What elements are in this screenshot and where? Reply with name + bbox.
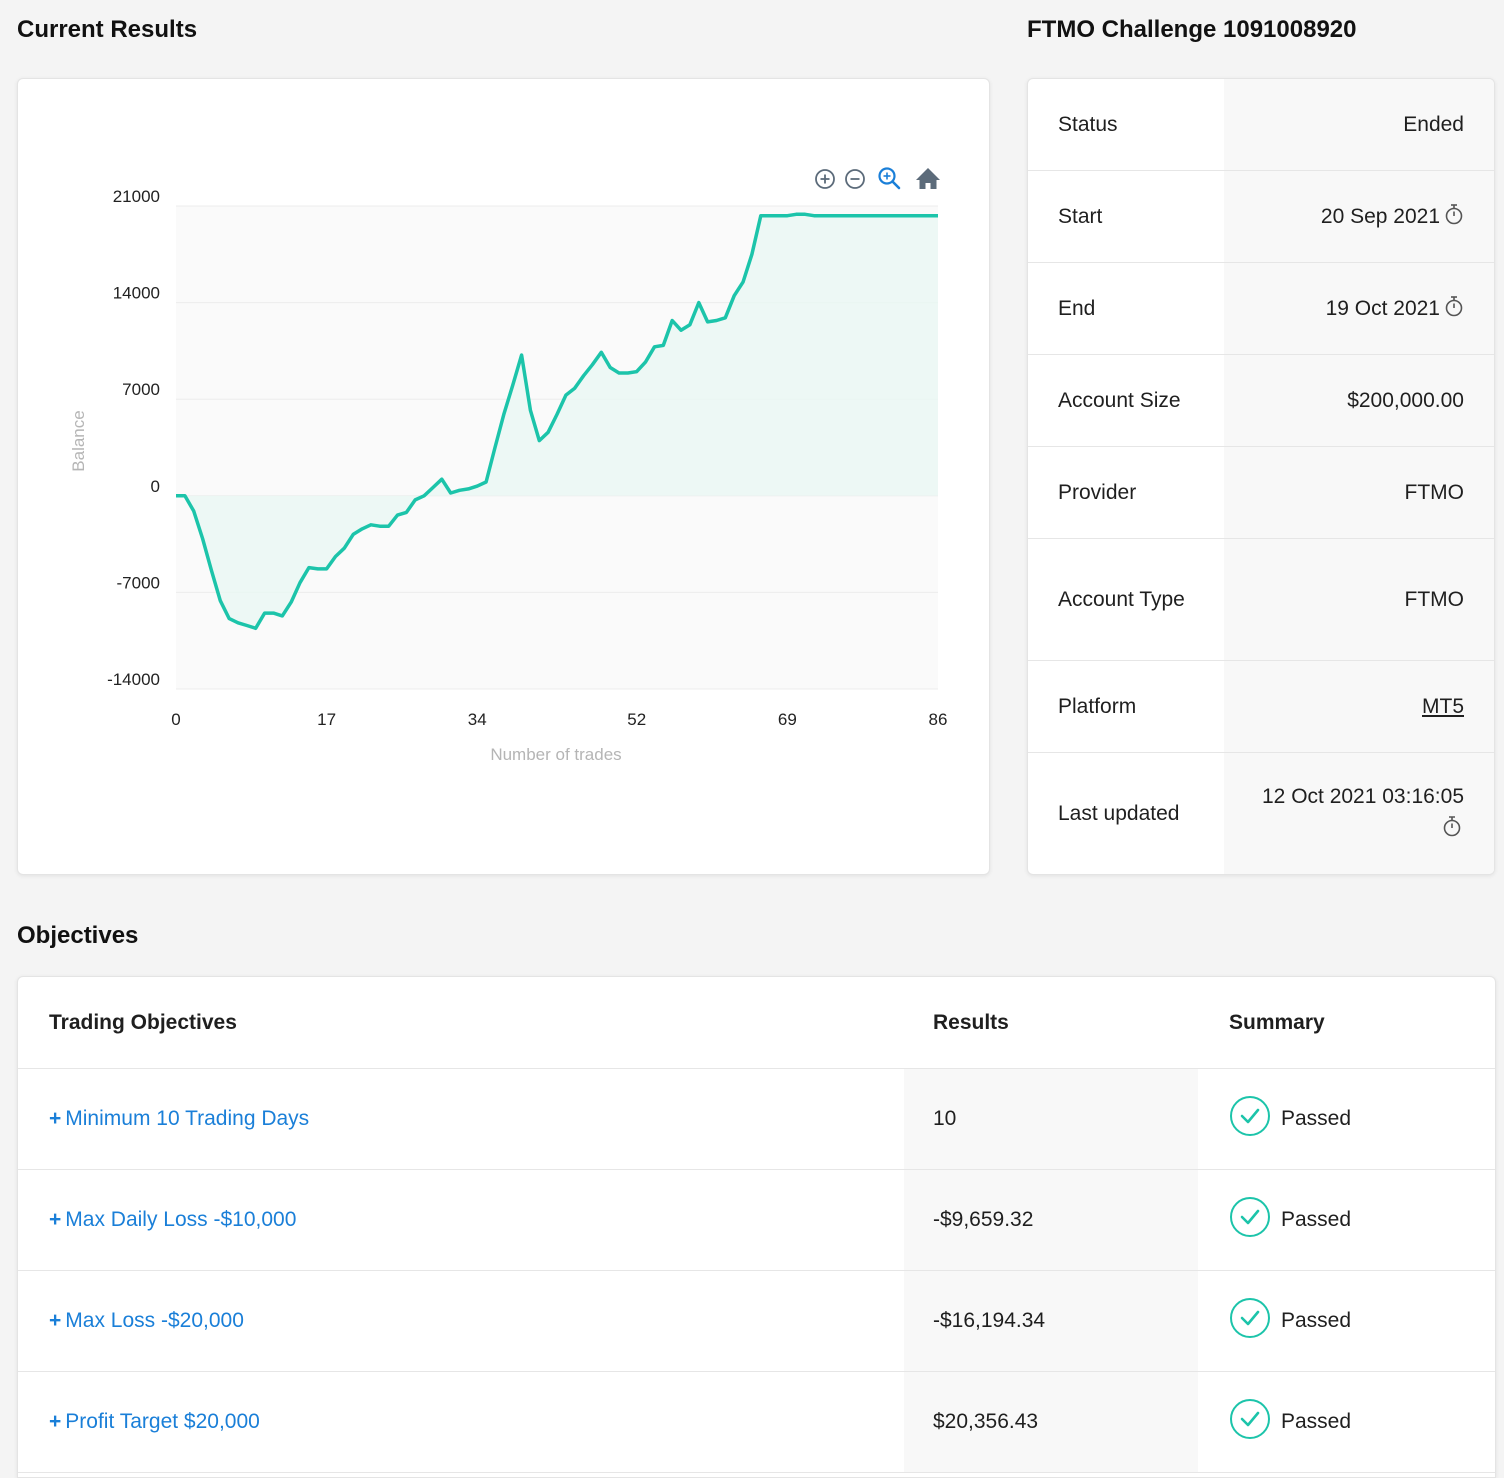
- info-row-end: End 19 Oct 2021: [1028, 263, 1494, 355]
- table-row: + Minimum 10 Trading Days 10 Passed: [18, 1069, 1495, 1170]
- status-value: Ended: [1403, 112, 1464, 136]
- x-tick-label: 52: [627, 710, 646, 729]
- expand-plus-icon: +: [49, 1410, 62, 1433]
- y-tick-label: 21000: [113, 187, 160, 206]
- info-key: Status: [1058, 112, 1118, 136]
- header-results: Results: [933, 1010, 1009, 1034]
- header-trading-objectives: Trading Objectives: [49, 1010, 237, 1034]
- check-circle-icon: [1229, 1398, 1271, 1446]
- provider-value: FTMO: [1404, 480, 1464, 504]
- objective-label: Max Daily Loss -$10,000: [65, 1208, 297, 1231]
- platform-link[interactable]: MT5: [1422, 694, 1464, 718]
- current-results-heading: Current Results: [17, 16, 198, 43]
- info-row-account-size: Account Size $200,000.00: [1028, 355, 1494, 447]
- stopwatch-icon: [1444, 295, 1464, 323]
- home-icon[interactable]: [916, 168, 940, 189]
- summary-status: Passed: [1281, 1309, 1352, 1332]
- balance-series-line[interactable]: [176, 212, 938, 631]
- summary-status: Passed: [1281, 1208, 1352, 1231]
- info-key: Account Size: [1058, 388, 1181, 412]
- objective-label: Max Loss -$20,000: [65, 1309, 244, 1332]
- info-key: End: [1058, 296, 1096, 320]
- info-row-account-type: Account Type FTMO: [1028, 539, 1494, 661]
- x-tick-label: 0: [171, 710, 180, 729]
- objective-min-trading-days-link[interactable]: + Minimum 10 Trading Days: [49, 1107, 309, 1131]
- zoom-out-icon[interactable]: [845, 169, 865, 189]
- info-key: Provider: [1058, 480, 1137, 504]
- balance-chart-card: 21000 14000 7000 0 -7000 -14000 0 17 34 52 69 86 Nu…: [17, 78, 990, 875]
- summary-status: Passed: [1281, 1107, 1352, 1130]
- last-updated-value: 12 Oct 2021 03:16:05: [1262, 785, 1464, 808]
- start-date-value: 20 Sep 2021: [1320, 204, 1440, 228]
- x-tick-label: 69: [778, 710, 797, 729]
- x-tick-label: 86: [929, 710, 948, 729]
- summary-status: Passed: [1281, 1410, 1352, 1433]
- info-key: Platform: [1058, 694, 1137, 718]
- magnify-icon[interactable]: [878, 167, 901, 190]
- objectives-table: Trading Objectives Results Summary + Mini…: [17, 976, 1496, 1478]
- expand-plus-icon: +: [49, 1208, 62, 1231]
- objectives-heading: Objectives: [17, 922, 139, 949]
- zoom-in-icon[interactable]: [815, 169, 835, 189]
- table-row: + Max Daily Loss -$10,000 -$9,659.32 Pass…: [18, 1170, 1495, 1271]
- x-axis-title: Number of trades: [490, 745, 621, 764]
- end-date-value: 19 Oct 2021: [1325, 296, 1440, 320]
- info-key: Start: [1058, 204, 1103, 228]
- result-value: 10: [904, 1069, 1198, 1169]
- account-title: FTMO Challenge 1091008920: [1027, 16, 1357, 43]
- expand-plus-icon: +: [49, 1107, 62, 1130]
- y-tick-label: 7000: [122, 380, 160, 399]
- table-row: + Max Loss -$20,000 -$16,194.34 Passed: [18, 1271, 1495, 1372]
- result-value: -$9,659.32: [904, 1170, 1198, 1270]
- objective-max-daily-loss-link[interactable]: + Max Daily Loss -$10,000: [49, 1208, 296, 1232]
- stopwatch-icon: [1444, 203, 1464, 231]
- expand-plus-icon: +: [49, 1309, 62, 1332]
- balance-area: [176, 214, 938, 629]
- check-circle-icon: [1229, 1297, 1271, 1345]
- y-axis-title: Balance: [69, 410, 88, 471]
- y-tick-label: -14000: [107, 670, 160, 689]
- y-tick-label: -7000: [117, 573, 160, 592]
- info-row-start: Start 20 Sep 2021: [1028, 171, 1494, 263]
- account-size-value: $200,000.00: [1347, 388, 1464, 412]
- objective-label: Profit Target $20,000: [65, 1410, 260, 1433]
- result-value: -$16,194.34: [904, 1271, 1198, 1371]
- y-tick-label: 0: [151, 477, 160, 496]
- objectives-header-row: Trading Objectives Results Summary: [18, 977, 1495, 1069]
- check-circle-icon: [1229, 1095, 1271, 1143]
- objective-max-loss-link[interactable]: + Max Loss -$20,000: [49, 1309, 244, 1333]
- info-row-provider: Provider FTMO: [1028, 447, 1494, 539]
- result-value: $20,356.43: [904, 1372, 1198, 1472]
- info-row-platform: Platform MT5: [1028, 661, 1494, 753]
- y-tick-label: 14000: [113, 284, 160, 303]
- x-tick-label: 34: [468, 710, 487, 729]
- info-row-status: Status Ended: [1028, 79, 1494, 171]
- info-row-last-updated: Last updated 12 Oct 2021 03:16:05: [1028, 753, 1494, 874]
- info-key: Account Type: [1058, 587, 1185, 611]
- table-row: + Profit Target $20,000 $20,356.43 Passed: [18, 1372, 1495, 1473]
- account-type-value: FTMO: [1404, 587, 1464, 611]
- x-tick-label: 17: [317, 710, 336, 729]
- check-circle-icon: [1229, 1196, 1271, 1244]
- info-key: Last updated: [1058, 802, 1180, 825]
- header-summary: Summary: [1229, 1010, 1325, 1034]
- objective-profit-target-link[interactable]: + Profit Target $20,000: [49, 1410, 260, 1434]
- balance-chart[interactable]: 21000 14000 7000 0 -7000 -14000 0 17 34 52 69 86 Nu…: [18, 79, 989, 874]
- stopwatch-icon: [1442, 815, 1462, 843]
- objective-label: Minimum 10 Trading Days: [65, 1107, 310, 1130]
- account-info-card: Status Ended Start 20 Sep 2021 End 19 Oc…: [1027, 78, 1495, 875]
